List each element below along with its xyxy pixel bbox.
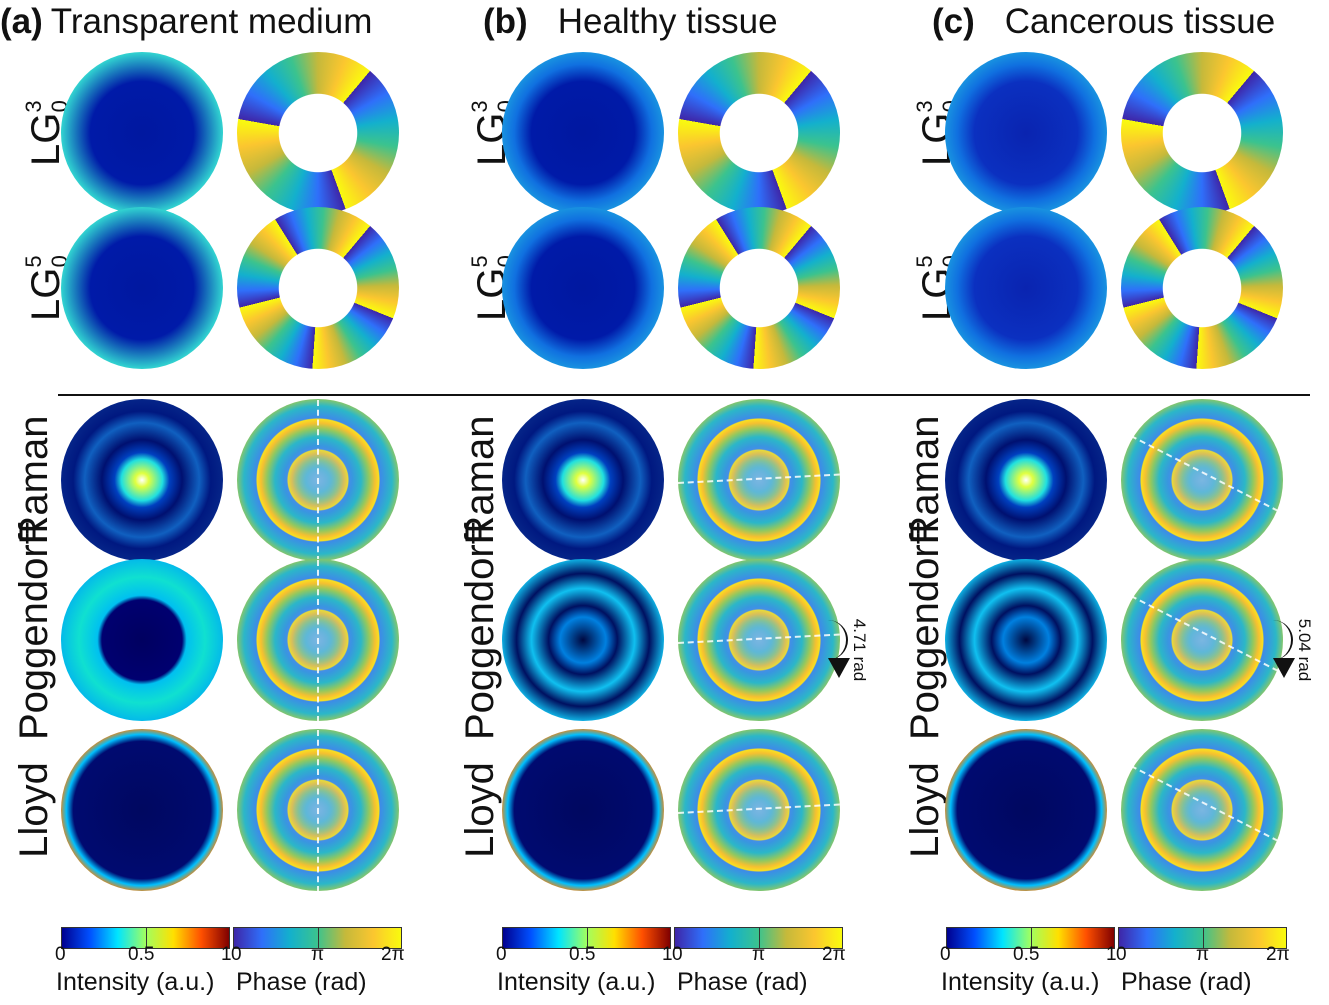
mode-index-l: 3 [21,100,46,113]
intensity-tick: 1 [221,944,232,965]
phase-tick: 0 [231,944,242,965]
intensity-tick: 0 [496,944,507,965]
row-label-text: Lloyd [12,762,56,858]
phase-tick: 0 [1116,944,1127,965]
reference-line [317,400,319,562]
phase-tick: π [311,944,325,965]
phase-map [678,399,840,561]
phase-map [1121,399,1283,561]
rotation-arc-icon [1261,620,1293,660]
phase-tick: 2π [381,944,405,965]
intensity-map [945,729,1107,891]
phase-tick: π [752,944,766,965]
phase-map [237,399,399,561]
intensity-map [61,207,223,369]
panel-2-title: (c) Cancerous tissue [932,2,1275,42]
intensity-tick: 0 [55,944,66,965]
phase-colorbar [233,927,402,949]
intensity-map [61,729,223,891]
intensity-colorbar-label: Intensity (a.u.) [497,968,656,996]
intensity-tick: 1 [662,944,673,965]
row-separator [58,394,1310,396]
intensity-map [502,559,664,721]
mode-index-l: 5 [467,255,492,268]
mode-index-l: 5 [21,255,46,268]
intensity-map [502,52,664,214]
phase-colorbar [674,927,843,949]
panel-title-text: Cancerous tissue [1004,2,1276,41]
intensity-colorbar [946,927,1115,949]
phase-map [1121,207,1283,369]
phase-map [678,729,840,891]
row-label-text: Poggendorff [12,522,56,740]
panel-letter: (a) [0,2,43,41]
reference-line [317,730,319,892]
phase-map [237,207,399,369]
phase-map [1121,559,1283,721]
intensity-tick: 0.5 [1013,944,1040,965]
phase-map [237,729,399,891]
rotation-arrow-icon [828,658,850,678]
phase-colorbar-label: Phase (rad) [1121,968,1252,996]
intensity-colorbar [61,927,230,949]
rotation-annotation: 4.71 rad [850,618,870,682]
intensity-map [61,52,223,214]
intensity-tick: 0.5 [128,944,155,965]
panel-letter: (c) [932,2,975,41]
phase-map [678,559,840,721]
intensity-map [61,559,223,721]
panel-1-title: (b) Healthy tissue [483,2,778,42]
phase-tick: 2π [1266,944,1290,965]
intensity-map [945,399,1107,561]
intensity-map [502,729,664,891]
intensity-tick: 0 [940,944,951,965]
intensity-map [61,399,223,561]
phase-map [237,559,399,721]
row-label: LG50 [457,188,518,388]
intensity-colorbar-label: Intensity (a.u.) [941,968,1100,996]
panel-title-text: Transparent medium [50,2,373,41]
rotation-arc-icon [816,620,848,660]
intensity-map [502,207,664,369]
rotation-arrow-icon [1273,658,1295,678]
row-label-text: Lloyd [903,762,947,858]
panel-title-text: Healthy tissue [557,2,778,41]
intensity-tick: 1 [1106,944,1117,965]
phase-map [1121,729,1283,891]
mode-index-l: 5 [912,255,937,268]
mode-index-l: 3 [467,100,492,113]
phase-tick: π [1196,944,1210,965]
row-label: LG50 [11,188,72,388]
phase-map [678,52,840,214]
row-label: LG50 [902,188,963,388]
intensity-tick: 0.5 [569,944,596,965]
panel-letter: (b) [483,2,528,41]
phase-colorbar [1118,927,1287,949]
row-label-text: Poggendorff [458,522,502,740]
intensity-colorbar [502,927,671,949]
row-label: Lloyd [11,710,57,910]
intensity-colorbar-label: Intensity (a.u.) [56,968,215,996]
reference-line [317,560,319,722]
intensity-map [945,559,1107,721]
row-label-text: Lloyd [458,762,502,858]
phase-colorbar-label: Phase (rad) [236,968,367,996]
phase-map [678,207,840,369]
row-label: Lloyd [902,710,948,910]
intensity-map [945,207,1107,369]
phase-map [237,52,399,214]
phase-map [1121,52,1283,214]
phase-colorbar-label: Phase (rad) [677,968,808,996]
mode-index-l: 3 [912,100,937,113]
row-label: Lloyd [457,710,503,910]
intensity-map [945,52,1107,214]
phase-tick: 0 [672,944,683,965]
intensity-map [502,399,664,561]
rotation-annotation: 5.04 rad [1295,618,1315,682]
phase-tick: 2π [822,944,846,965]
panel-0-title: (a) Transparent medium [0,2,372,42]
row-label-text: Poggendorff [903,522,947,740]
